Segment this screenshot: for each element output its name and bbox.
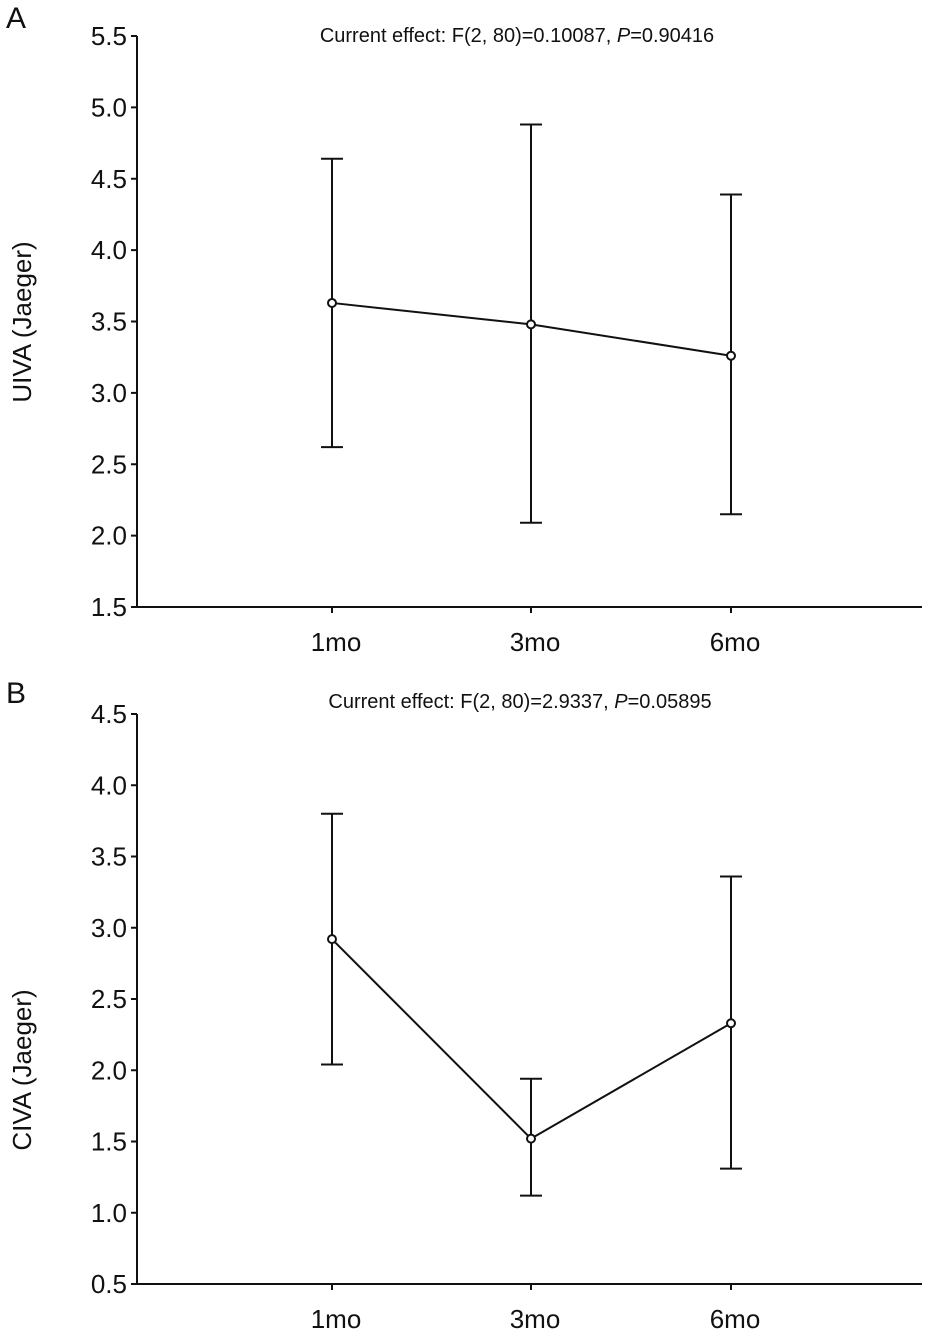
y-tick-label: 2.0 (91, 521, 127, 551)
y-tick-label: 4.5 (91, 164, 127, 194)
y-tick-label: 1.5 (91, 1127, 127, 1157)
stat-annotation-b: Current effect: F(2, 80)=2.9337, P=0.058… (328, 691, 711, 713)
y-tick-label: 3.0 (91, 378, 127, 408)
data-point (526, 1133, 536, 1144)
panel-a: A Current effect: F(2, 80)=0.10087, P=0.… (6, 2, 922, 657)
y-tick-label: 2.5 (91, 984, 127, 1014)
data-point (726, 350, 736, 361)
x-tick-label: 6mo (710, 627, 761, 657)
y-tick-label: 1.0 (91, 1198, 127, 1228)
y-tick-label: 3.0 (91, 913, 127, 943)
y-tick-label: 5.5 (91, 21, 127, 51)
data-point (726, 1018, 736, 1029)
y-tick-label: 4.5 (91, 699, 127, 729)
data-point (526, 319, 536, 330)
y-axis-title-a: UIVA (Jaeger) (7, 241, 37, 402)
stat-annotation-a: Current effect: F(2, 80)=0.10087, P=0.90… (320, 25, 714, 47)
data-point (327, 297, 337, 308)
plot-area-b: 0.5 1.0 1.5 2.0 2.5 3.0 3.5 4.0 4.5 1mo 3mo 6mo (91, 699, 922, 1334)
x-tick-label: 3mo (510, 627, 561, 657)
y-axis-title-b: CIVA (Jaeger) (7, 989, 37, 1150)
y-tick-label: 3.5 (91, 842, 127, 872)
y-tick-label: 4.0 (91, 235, 127, 265)
plot-area-a: 1.5 2.0 2.5 3.0 3.5 4.0 4.5 5.0 5.5 1mo 3mo 6mo (91, 21, 922, 657)
panel-letter-a: A (6, 2, 26, 35)
y-tick-label: 5.0 (91, 92, 127, 122)
y-tick-label: 1.5 (91, 592, 127, 622)
y-tick-label: 3.5 (91, 307, 127, 337)
panel-letter-b: B (6, 677, 26, 710)
y-tick-label: 2.5 (91, 449, 127, 479)
x-tick-label: 6mo (710, 1304, 761, 1334)
y-tick-label: 0.5 (91, 1269, 127, 1299)
y-tick-label: 4.0 (91, 770, 127, 800)
data-point (327, 934, 337, 945)
panel-b: B Current effect: F(2, 80)=2.9337, P=0.0… (6, 677, 922, 1334)
y-tick-label: 2.0 (91, 1055, 127, 1085)
x-tick-label: 1mo (311, 627, 362, 657)
x-tick-label: 1mo (311, 1304, 362, 1334)
x-tick-label: 3mo (510, 1304, 561, 1334)
